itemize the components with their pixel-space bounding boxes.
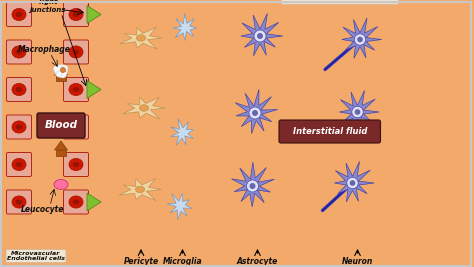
Polygon shape: [167, 194, 192, 219]
Ellipse shape: [16, 124, 22, 129]
Polygon shape: [231, 162, 274, 207]
FancyBboxPatch shape: [7, 152, 31, 176]
FancyBboxPatch shape: [7, 77, 31, 101]
Polygon shape: [120, 27, 162, 49]
Polygon shape: [55, 141, 67, 150]
Ellipse shape: [12, 83, 26, 96]
Text: Leucocyte: Leucocyte: [21, 205, 64, 214]
Text: Astrocyte: Astrocyte: [237, 257, 278, 265]
Circle shape: [249, 107, 261, 119]
Ellipse shape: [73, 124, 79, 129]
Polygon shape: [55, 66, 67, 75]
Polygon shape: [123, 97, 165, 119]
Circle shape: [257, 33, 263, 39]
FancyBboxPatch shape: [7, 190, 31, 214]
FancyBboxPatch shape: [64, 152, 89, 176]
Polygon shape: [241, 13, 283, 56]
Ellipse shape: [73, 12, 79, 17]
Ellipse shape: [136, 186, 145, 193]
Text: Interstitial fluid: Interstitial fluid: [292, 127, 367, 136]
Circle shape: [60, 71, 66, 78]
Circle shape: [252, 110, 258, 116]
Circle shape: [61, 68, 65, 73]
Polygon shape: [87, 193, 101, 211]
Ellipse shape: [16, 87, 22, 92]
Ellipse shape: [73, 49, 79, 54]
Text: Microglia: Microglia: [163, 257, 202, 265]
Text: Tight
Junctions: Tight Junctions: [29, 0, 66, 13]
Ellipse shape: [16, 199, 22, 205]
FancyBboxPatch shape: [64, 77, 89, 101]
FancyBboxPatch shape: [7, 115, 31, 139]
FancyBboxPatch shape: [64, 190, 89, 214]
Ellipse shape: [69, 121, 83, 133]
Ellipse shape: [69, 196, 83, 208]
Polygon shape: [171, 119, 193, 145]
Circle shape: [355, 109, 360, 115]
Circle shape: [246, 180, 258, 192]
Circle shape: [347, 177, 358, 189]
Ellipse shape: [69, 46, 83, 58]
Polygon shape: [339, 91, 379, 131]
Ellipse shape: [73, 87, 79, 92]
FancyBboxPatch shape: [37, 113, 85, 138]
Ellipse shape: [16, 162, 22, 167]
FancyBboxPatch shape: [64, 2, 89, 26]
Ellipse shape: [12, 121, 26, 133]
Ellipse shape: [16, 49, 22, 54]
Ellipse shape: [137, 35, 146, 41]
Text: Neurovascular unit cells: Neurovascular unit cells: [283, 0, 397, 2]
Ellipse shape: [69, 8, 83, 21]
Ellipse shape: [12, 8, 26, 21]
Circle shape: [54, 65, 62, 73]
Ellipse shape: [12, 158, 26, 171]
Polygon shape: [56, 75, 65, 81]
FancyBboxPatch shape: [7, 40, 31, 64]
Text: Pericyte: Pericyte: [123, 257, 159, 265]
Polygon shape: [56, 150, 65, 156]
Text: Macrophage: Macrophage: [18, 45, 71, 54]
Ellipse shape: [16, 12, 22, 17]
Text: Neuron: Neuron: [342, 257, 373, 265]
Ellipse shape: [12, 196, 26, 208]
Polygon shape: [334, 162, 374, 202]
FancyBboxPatch shape: [279, 120, 381, 143]
Polygon shape: [342, 18, 382, 58]
Ellipse shape: [73, 199, 79, 205]
FancyBboxPatch shape: [64, 40, 89, 64]
Ellipse shape: [12, 46, 26, 58]
Text: Microvascular
Endothelial cells: Microvascular Endothelial cells: [7, 251, 65, 261]
Polygon shape: [87, 6, 101, 23]
Circle shape: [254, 30, 266, 42]
Polygon shape: [119, 179, 161, 201]
FancyBboxPatch shape: [7, 2, 31, 26]
Circle shape: [55, 65, 67, 77]
Circle shape: [56, 71, 62, 77]
Circle shape: [352, 106, 363, 118]
Ellipse shape: [73, 162, 79, 167]
Ellipse shape: [139, 105, 148, 111]
Ellipse shape: [69, 83, 83, 96]
Ellipse shape: [54, 179, 68, 190]
Polygon shape: [235, 89, 278, 134]
Polygon shape: [87, 80, 101, 99]
Circle shape: [249, 183, 255, 189]
Ellipse shape: [69, 158, 83, 171]
Circle shape: [354, 34, 366, 45]
Text: Blood: Blood: [45, 120, 78, 131]
Circle shape: [350, 180, 356, 186]
FancyBboxPatch shape: [64, 115, 89, 139]
Circle shape: [357, 37, 363, 42]
Circle shape: [61, 65, 68, 72]
Polygon shape: [173, 13, 196, 41]
